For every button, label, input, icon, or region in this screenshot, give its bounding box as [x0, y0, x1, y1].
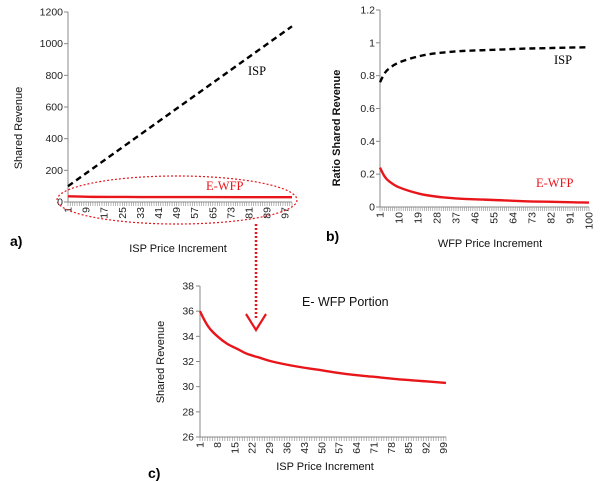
y-tick-label: 30 [182, 381, 194, 393]
x-tick-label: 17 [99, 207, 111, 219]
x-tick-label: 28 [432, 212, 444, 224]
x-tick-label: 64 [351, 442, 363, 454]
x-tick-label: 85 [403, 442, 415, 454]
x-tick-label: 65 [207, 207, 219, 219]
x-tick-label: 10 [394, 212, 406, 224]
x-tick-label: 99 [438, 442, 450, 454]
y-tick-label: 34 [182, 331, 194, 343]
y-tick-label: 36 [182, 306, 194, 318]
x-tick-label: 57 [334, 442, 346, 454]
series-line-isp [378, 46, 590, 83]
y-tick-label: 0 [57, 197, 63, 209]
series-line-e-wfp [67, 195, 292, 199]
x-tick-label: 73 [225, 207, 237, 219]
series-label-e-wfp: E-WFP [536, 176, 574, 190]
x-tick-label: 1 [63, 207, 75, 213]
x-tick-label: 81 [244, 207, 256, 219]
x-axis-title: ISP Price Increment [276, 461, 374, 473]
y-tick-label: 1.2 [360, 5, 375, 17]
chart-panel-3: 26 28 30 32 34 36 38 1 8 15 22 29 36 43 50 57 64 71 78 85 92… [148, 281, 450, 482]
x-tick-label: 25 [117, 207, 129, 219]
y-tick-label: 800 [45, 70, 63, 82]
x-tick-label: 89 [262, 207, 274, 219]
y-tick-label: 1000 [40, 38, 64, 50]
x-axis-title: WFP Price Increment [438, 238, 542, 250]
series-line-isp [67, 25, 293, 188]
x-tick-label: 50 [316, 442, 328, 454]
annotation-group [56, 175, 298, 333]
y-tick-label: 28 [182, 406, 194, 418]
y-tick-label: 38 [182, 281, 194, 293]
x-tick-label: 29 [264, 442, 276, 454]
chart-title: E- WFP Portion [302, 295, 389, 309]
x-tick-label: 64 [508, 212, 520, 224]
y-tick-label: 600 [45, 102, 63, 114]
x-tick-label: 82 [546, 212, 558, 224]
x-axis-title: ISP Price Increment [129, 243, 227, 255]
y-tick-label: 32 [182, 356, 194, 368]
chart-panel-2: 0 0.2 0.4 0.6 0.8 1 1.2 1 10 19 28 37 46 55 64 73 82 91 10… [326, 5, 596, 251]
series-line-e-wfp [378, 167, 590, 204]
x-tick-label: 37 [451, 212, 463, 224]
y-tick-label: 0.2 [360, 169, 375, 181]
panel-letter: a) [10, 233, 22, 249]
series-label-isp: ISP [248, 64, 266, 78]
x-tick-label: 91 [565, 212, 577, 224]
x-tick-label: 46 [470, 212, 482, 224]
x-tick-label: 97 [280, 207, 292, 219]
x-tick-label: 41 [153, 207, 165, 219]
y-tick-label: 400 [45, 133, 63, 145]
y-tick-label: 1200 [40, 7, 64, 19]
x-tick-label: 8 [212, 442, 224, 448]
x-tick-label: 1 [195, 442, 207, 448]
y-tick-label: 200 [45, 165, 63, 177]
y-tick-label: 1 [369, 37, 375, 49]
y-tick-label: 0.8 [360, 70, 375, 82]
highlight-ellipse [56, 175, 298, 225]
x-tick-label: 15 [229, 442, 241, 454]
x-tick-label: 1 [375, 212, 387, 218]
x-tick-label: 33 [135, 207, 147, 219]
y-axis-title: Shared Revenue [155, 321, 167, 404]
x-tick-label: 92 [421, 442, 433, 454]
x-tick-label: 19 [413, 212, 425, 224]
x-tick-label: 43 [299, 442, 311, 454]
y-tick-label: 0.4 [360, 136, 375, 148]
x-tick-label: 55 [489, 212, 501, 224]
x-tick-label: 36 [281, 442, 293, 454]
x-tick-label: 78 [386, 442, 398, 454]
series-line-e-wfp [198, 310, 447, 385]
chart-panel-1: 0 200 400 600 800 1000 1200 1 9 17 25 33 41 49 57 65 73 8… [10, 7, 293, 255]
y-tick-label: 0 [369, 202, 375, 214]
x-tick-label: 9 [81, 207, 93, 213]
x-tick-label: 100 [584, 212, 596, 230]
x-tick-label: 49 [171, 207, 183, 219]
x-tick-label: 57 [189, 207, 201, 219]
zoom-arrow-head [245, 313, 267, 333]
panel-letter: c) [148, 465, 160, 481]
panel-letter: b) [326, 228, 339, 244]
y-tick-label: 26 [182, 432, 194, 444]
x-tick-label: 22 [247, 442, 259, 454]
y-axis-title: Ratio Shared Revenue [331, 70, 343, 187]
y-tick-label: 0.6 [360, 103, 375, 115]
series-label-e-wfp: E-WFP [206, 179, 244, 193]
x-tick-label: 73 [527, 212, 539, 224]
x-tick-label: 71 [368, 442, 380, 454]
y-axis-title: Shared Revenue [13, 87, 25, 170]
series-label-isp: ISP [554, 53, 572, 67]
